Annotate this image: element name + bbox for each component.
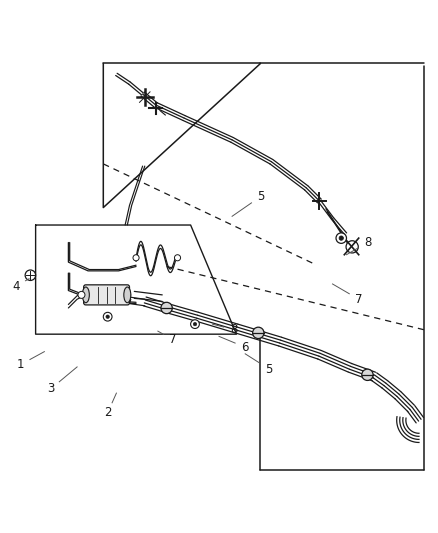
Circle shape <box>191 320 199 328</box>
Text: 7: 7 <box>170 333 177 346</box>
FancyBboxPatch shape <box>84 285 130 305</box>
Text: 5: 5 <box>265 362 273 376</box>
Circle shape <box>25 270 35 280</box>
Text: 5: 5 <box>257 190 264 203</box>
Circle shape <box>161 302 172 313</box>
Text: 1: 1 <box>17 358 24 372</box>
Circle shape <box>336 233 346 244</box>
Circle shape <box>78 292 85 298</box>
Text: 3: 3 <box>47 382 55 395</box>
Circle shape <box>362 369 373 381</box>
Text: 7: 7 <box>355 293 363 306</box>
Circle shape <box>106 315 110 318</box>
Circle shape <box>193 322 197 326</box>
Text: 2: 2 <box>104 406 111 419</box>
Circle shape <box>103 312 112 321</box>
Ellipse shape <box>124 287 131 303</box>
Text: 6: 6 <box>241 341 249 354</box>
Circle shape <box>174 255 180 261</box>
Circle shape <box>339 236 343 240</box>
Circle shape <box>133 255 139 261</box>
Circle shape <box>346 241 358 253</box>
Ellipse shape <box>82 287 89 303</box>
Text: 4: 4 <box>12 280 20 293</box>
Circle shape <box>253 327 264 338</box>
Text: 8: 8 <box>230 324 238 336</box>
Text: 8: 8 <box>364 236 371 249</box>
